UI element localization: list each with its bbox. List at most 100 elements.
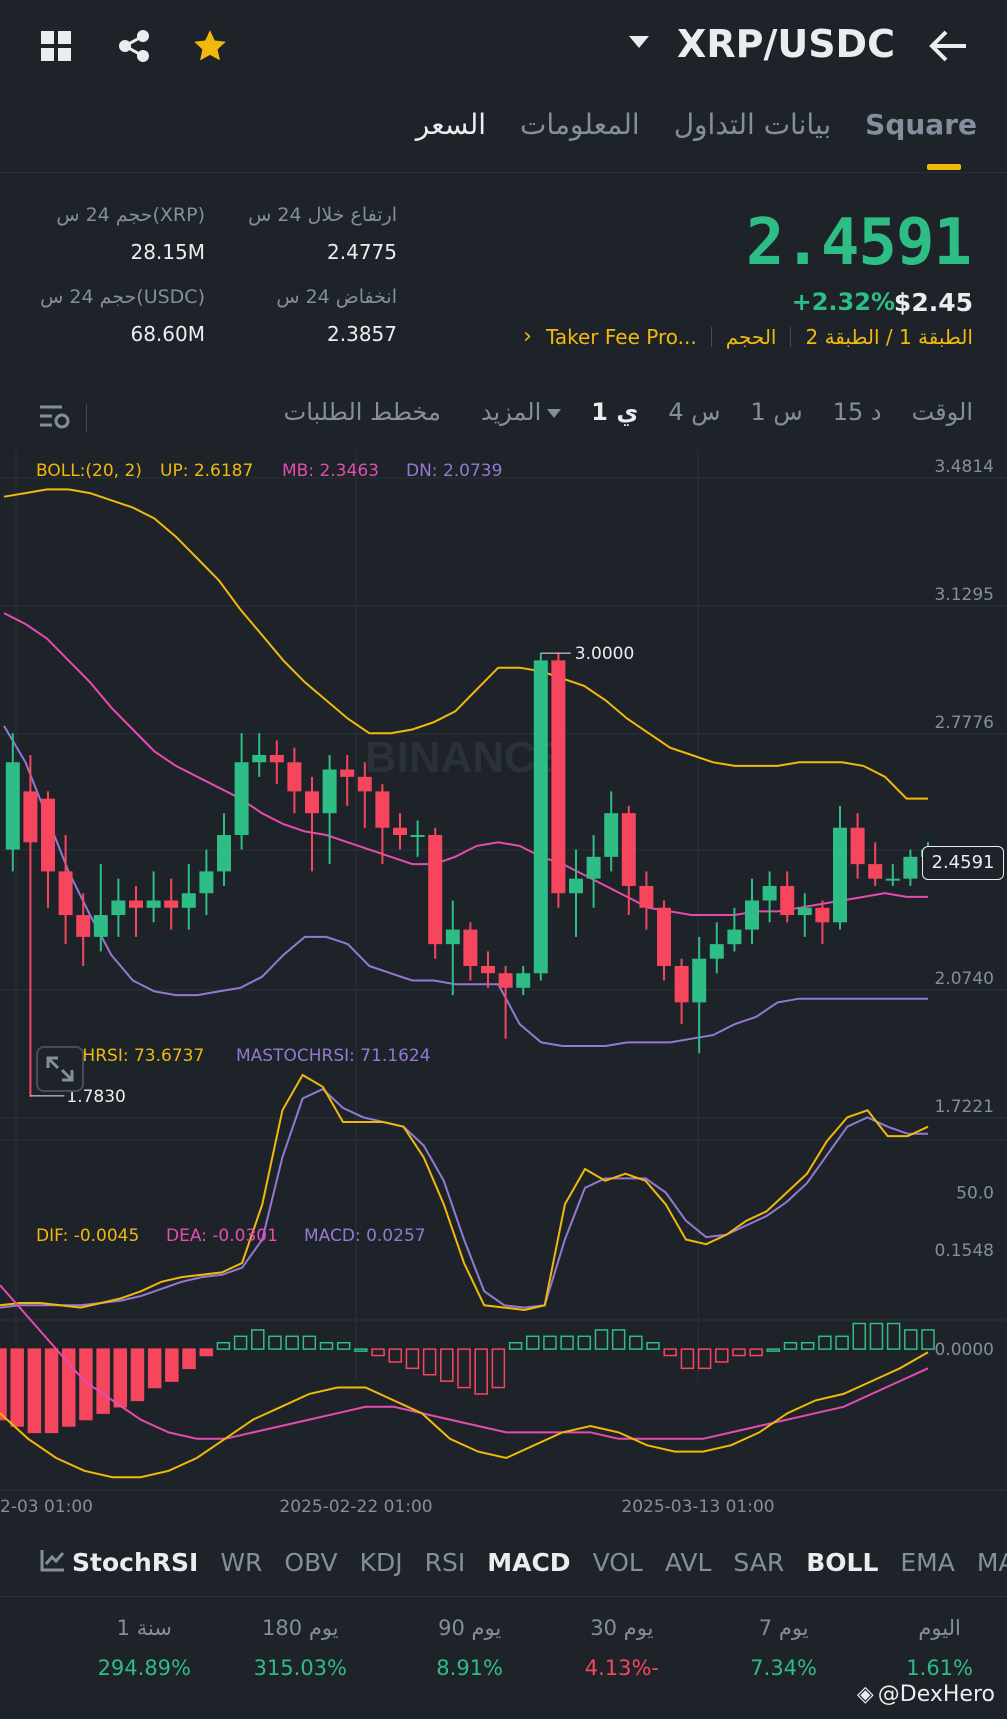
annotations: 3.0000 1.7830 [30, 644, 928, 1107]
macd-histogram-bar [405, 1348, 420, 1370]
chevron-left-icon[interactable]: › [523, 324, 532, 349]
macd-histogram-bar [336, 1341, 351, 1350]
fullscreen-button[interactable] [36, 1046, 84, 1092]
macd-histogram-bar [199, 1348, 213, 1357]
indicator-tab-rsi[interactable]: RSI [424, 1548, 466, 1577]
candle-body [322, 769, 337, 814]
y-axis-labels: 3.4814 3.1295 2.7776 2.0740 1.7221 [935, 457, 994, 1117]
candle-body [569, 878, 583, 894]
macd-histogram-bar [319, 1341, 334, 1350]
volume-quote-value: 68.60M [130, 322, 205, 346]
high-label: ارتفاع خلال 24 س [248, 204, 397, 226]
boll-up-label: UP: 2.6187 [160, 461, 253, 481]
candle-body [815, 907, 830, 923]
taker-fee-tag[interactable]: Taker Fee Pro... [545, 324, 697, 349]
main-tabs: السعر المعلومات بيانات التداول Square [416, 108, 977, 141]
kline-chart[interactable]: BINANCE 3.4814 3.1295 2.7776 2.0740 1.7221 3… [0, 450, 1007, 1530]
candle-body [41, 798, 55, 872]
candle-body [76, 915, 91, 937]
interval-15m[interactable]: 15 د [832, 398, 882, 426]
tab-price[interactable]: السعر [415, 108, 487, 141]
depth-chart-tab[interactable]: مخطط الطلبات [283, 398, 441, 426]
interval-more[interactable]: المزيد [481, 398, 562, 426]
interval-4h[interactable]: 4 س [668, 398, 721, 426]
perf-value: 294.89% [97, 1656, 191, 1680]
grid-icon[interactable] [36, 26, 76, 66]
y-tick-label: 2.7776 [935, 713, 994, 733]
divider [0, 1596, 1007, 1597]
macd-histogram-bar [611, 1329, 626, 1350]
macd-histogram-bar [508, 1341, 523, 1350]
x-axis-label: 2025-02-22 01:00 [279, 1497, 432, 1517]
indicator-tab-avl[interactable]: AVL [664, 1548, 712, 1577]
candle-body [868, 864, 883, 879]
indicator-tab-ma[interactable]: MA [976, 1548, 1007, 1577]
tier-tag[interactable]: الطبقة 1 / الطبقة 2 [805, 324, 973, 349]
macd-histogram-bar [165, 1348, 179, 1382]
perf-today: اليوم 1.61% [906, 1616, 973, 1680]
boll-dn-label: DN: 2.0739 [406, 461, 502, 481]
interval-1h[interactable]: 1 س [750, 398, 803, 426]
bollinger-bands [3, 488, 928, 1047]
candle-body [357, 776, 372, 792]
interval-1d[interactable]: 1 ي [591, 398, 639, 426]
indicator-tab-vol[interactable]: VOL [592, 1548, 643, 1577]
macd-histogram-bar [285, 1335, 299, 1350]
pair-title[interactable]: XRP/USDC [677, 22, 895, 66]
candle-body [885, 878, 900, 881]
caret-down-icon [547, 408, 562, 418]
macd-histogram-bar [371, 1348, 385, 1357]
indicator-tab-kdj[interactable]: KDJ [359, 1548, 403, 1577]
perf-1y: 1 سنة 294.89% [98, 1616, 191, 1680]
tab-trading-data[interactable]: بيانات التداول [673, 108, 832, 141]
indicator-tab-stochrsi[interactable]: StochRSI [72, 1548, 199, 1577]
interval-bar: الوقت 15 د 1 س 4 س 1 ي المزيد مخطط الطلب… [284, 398, 973, 426]
volume-tag[interactable]: الحجم [725, 324, 777, 349]
indicator-tab-sar[interactable]: SAR [733, 1548, 785, 1577]
tag-divider [790, 326, 792, 347]
candle-body [58, 871, 73, 916]
macd-histogram-bar [904, 1329, 918, 1350]
macd-histogram-bar [577, 1335, 592, 1350]
mastochrsi-line [0, 1087, 928, 1309]
candle-body [481, 965, 495, 974]
creator-watermark: ◈ @DexHero [857, 1682, 995, 1707]
candle-body [375, 791, 390, 828]
pair-dropdown-caret-icon[interactable] [629, 36, 649, 48]
macd-histogram-bar [44, 1348, 59, 1434]
candle-body [340, 769, 355, 777]
boll-middle-line [3, 612, 928, 916]
volume-base-label: حجم 24 س(XRP) [56, 204, 205, 226]
back-arrow-icon[interactable] [928, 26, 968, 66]
candle-body [234, 762, 249, 836]
star-icon[interactable] [190, 26, 230, 66]
dif-label: DIF: -0.0045 [36, 1226, 139, 1246]
candle-body [252, 754, 267, 763]
candle-body [850, 827, 865, 865]
indicator-tab-boll[interactable]: BOLL [806, 1548, 879, 1577]
mastochrsi-label: MASTOCHRSI: 71.1624 [236, 1046, 431, 1066]
tab-info[interactable]: المعلومات [520, 108, 640, 141]
tab-square[interactable]: Square [865, 108, 977, 141]
chart-settings-icon[interactable] [38, 402, 72, 434]
indicator-tab-macd[interactable]: MACD [487, 1548, 571, 1577]
y-tick-label: 2.0740 [935, 969, 994, 989]
interval-time[interactable]: الوقت [911, 398, 973, 426]
macd-histogram-bar [629, 1335, 643, 1350]
candle-body [146, 900, 161, 908]
high-value: 2.4775 [327, 240, 397, 264]
perf-label: 180 يوم [262, 1616, 339, 1640]
y-tick-label: 1.7221 [935, 1097, 994, 1117]
macd-histogram-bar [216, 1341, 231, 1350]
candle-body [780, 885, 795, 916]
candle-body [727, 929, 742, 945]
indicator-tab-obv[interactable]: OBV [284, 1548, 338, 1577]
indicator-tab-wr[interactable]: WR [220, 1548, 263, 1577]
macd-histogram-bar [560, 1335, 574, 1350]
share-icon[interactable] [114, 26, 154, 66]
candle-body [516, 973, 531, 988]
perf-label: 7 يوم [758, 1616, 809, 1640]
candle-body [410, 835, 425, 838]
indicator-settings-icon[interactable] [40, 1548, 66, 1576]
indicator-tab-ema[interactable]: EMA [900, 1548, 955, 1577]
